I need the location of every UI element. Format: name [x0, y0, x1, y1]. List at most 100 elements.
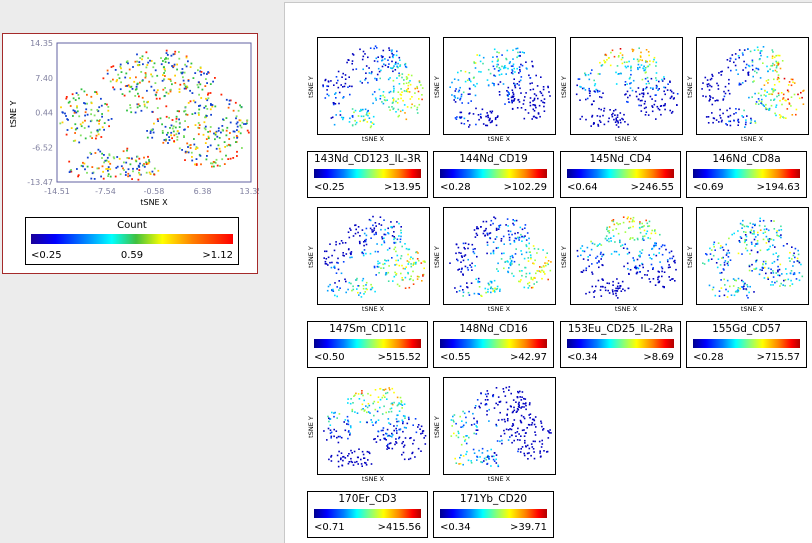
cell-point [766, 91, 768, 93]
cell-point [239, 104, 241, 107]
cell-point [542, 101, 544, 104]
cell-point [391, 435, 393, 438]
cell-point [72, 97, 75, 100]
marker-legend-max: >13.95 [383, 182, 421, 193]
cell-point [537, 248, 540, 250]
cell-point [774, 69, 777, 72]
cell-point [497, 262, 499, 265]
cell-point [778, 235, 781, 238]
cell-point [481, 452, 484, 454]
cell-point [392, 99, 395, 102]
cell-point [670, 112, 673, 114]
cell-point [599, 253, 602, 255]
cell-point [214, 162, 217, 164]
marker-legend[interactable]: 153Eu_CD25_IL-2Ra <0.34 >8.69 [560, 321, 681, 368]
cell-point [114, 175, 117, 178]
cell-point [747, 74, 750, 76]
cell-point [338, 102, 340, 105]
cell-point [324, 262, 327, 265]
cell-point [745, 288, 747, 290]
cell-point [642, 266, 644, 269]
cell-point [153, 167, 156, 170]
marker-legend[interactable]: 146Nd_CD8a <0.69 >194.63 [686, 151, 807, 198]
cell-point [365, 65, 368, 67]
cell-point [737, 252, 740, 255]
cell-point [773, 260, 776, 263]
cell-point [497, 419, 500, 421]
cell-point [608, 240, 610, 243]
marker-legend[interactable]: 145Nd_CD4 <0.64 >246.55 [560, 151, 681, 198]
cell-point [384, 233, 387, 236]
cell-point [327, 81, 330, 83]
cell-point [469, 93, 471, 95]
cell-point [351, 461, 354, 464]
cell-point [619, 240, 621, 243]
cell-point [334, 411, 336, 414]
cell-point [394, 246, 397, 249]
cell-point [671, 278, 673, 280]
cell-point [800, 263, 802, 266]
cell-point [539, 90, 542, 93]
cell-point [511, 101, 513, 104]
count-legend[interactable]: Count <0.25 0.59 >1.12 [25, 217, 239, 265]
marker-legend[interactable]: 170Er_CD3 <0.71 >415.56 [307, 491, 428, 538]
cell-point [618, 253, 620, 256]
main-tsne-plot[interactable]: -14.51-7.54-0.586.3813.3514.357.400.44-6… [2, 33, 259, 274]
cell-point [767, 267, 770, 270]
marker-legend[interactable]: 143Nd_CD123_IL-3R <0.25 >13.95 [307, 151, 428, 198]
cell-point [666, 89, 669, 91]
marker-legend[interactable]: 171Yb_CD20 <0.34 >39.71 [433, 491, 554, 538]
marker-x-axis-title: tSNE X [615, 135, 638, 141]
cell-point [379, 97, 382, 100]
cell-point [388, 411, 390, 413]
cell-point [330, 437, 332, 439]
cell-point [718, 295, 721, 297]
cell-point [205, 78, 207, 80]
cell-point [611, 289, 614, 291]
cell-point [507, 261, 509, 263]
cell-point [356, 277, 358, 280]
cell-point [391, 226, 393, 228]
cell-point [337, 435, 340, 438]
cell-point [525, 61, 527, 63]
cell-point [225, 134, 228, 137]
cell-point [209, 83, 212, 85]
cell-point [146, 64, 149, 66]
cell-point [650, 232, 653, 235]
cell-point [638, 47, 640, 49]
cell-point [463, 123, 466, 125]
cell-point [136, 53, 138, 56]
cell-point [471, 243, 474, 246]
cell-point [494, 287, 496, 290]
cell-point [641, 238, 644, 241]
cell-point [601, 278, 603, 280]
cell-point [173, 63, 176, 66]
cell-point [102, 170, 104, 173]
cell-point [384, 99, 387, 102]
cell-point [714, 294, 717, 297]
cell-point [641, 277, 643, 279]
cell-point [776, 71, 778, 73]
cell-point [464, 80, 467, 83]
marker-legend[interactable]: 155Gd_CD57 <0.28 >715.57 [686, 321, 807, 368]
marker-legend[interactable]: 148Nd_CD16 <0.55 >42.97 [433, 321, 554, 368]
cell-point [619, 241, 621, 244]
marker-legend[interactable]: 144Nd_CD19 <0.28 >102.29 [433, 151, 554, 198]
cell-point [494, 118, 497, 121]
cell-point [622, 247, 625, 249]
marker-legend[interactable]: 147Sm_CD11c <0.50 >515.52 [307, 321, 428, 368]
cell-point [341, 464, 344, 467]
cell-point [403, 458, 406, 461]
cell-point [336, 417, 338, 419]
cell-point [497, 270, 499, 272]
